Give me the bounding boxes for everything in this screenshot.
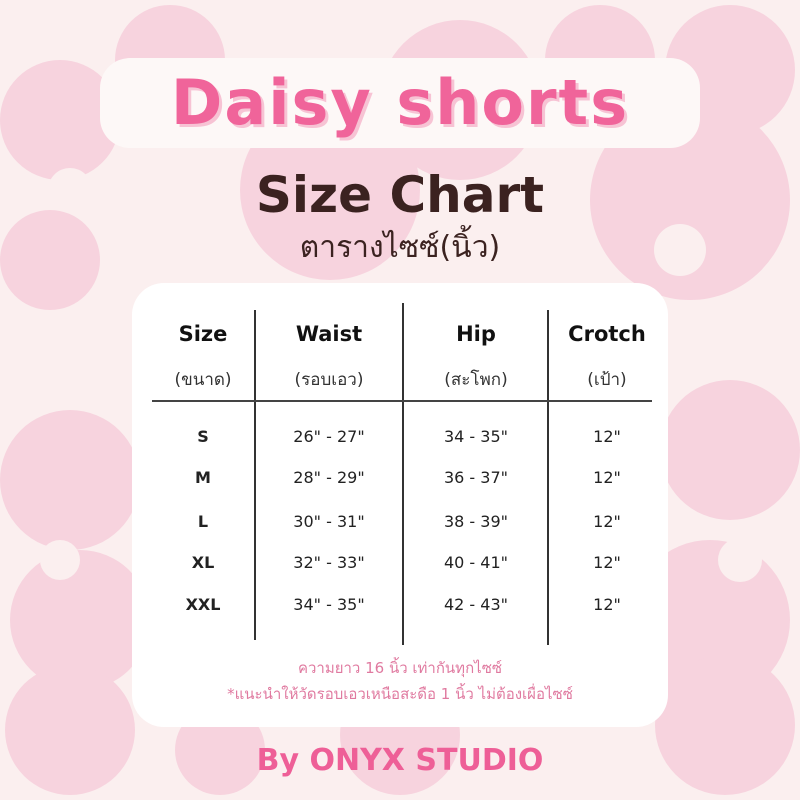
table-cell: 32" - 33" [293, 553, 365, 572]
table-cell: 42 - 43" [443, 595, 509, 614]
column-header: Size [178, 322, 228, 346]
divider [402, 303, 404, 645]
size-label: S [197, 427, 209, 446]
table-cell: 40 - 41" [443, 553, 509, 572]
brand-footer: By ONYX STUDIO [256, 743, 544, 778]
table-cell: 12" [593, 427, 621, 446]
length-note: ความยาว 16 นิ้ว เท่ากันทุกไซซ์ [297, 659, 503, 677]
table-cell: 34" - 35" [293, 595, 365, 614]
size-chart-heading: Size Chart [255, 166, 545, 224]
column-header: Crotch [568, 322, 646, 346]
size-label: XL [191, 553, 215, 572]
column-header-thai: (ขนาด) [174, 370, 232, 390]
measure-note: *แนะนำให้วัดรอบเอวเหนือสะดือ 1 นิ้ว ไม่ต… [227, 685, 573, 703]
table-cell: 28" - 29" [293, 468, 365, 487]
divider [254, 310, 256, 640]
table-cell: 12" [593, 595, 621, 614]
table-cell: 30" - 31" [293, 512, 365, 531]
product-title: Daisy shorts [170, 66, 630, 139]
table-cell: 36 - 37" [443, 468, 509, 487]
table-cell: 12" [593, 468, 621, 487]
size-label: XXL [185, 595, 221, 614]
size-table-card [132, 283, 668, 727]
table-cell: 34 - 35" [443, 427, 509, 446]
size-chart-heading-thai: ตารางไซซ์(นิ้ว) [299, 230, 501, 265]
table-cell: 26" - 27" [293, 427, 365, 446]
column-header-thai: (สะโพก) [444, 370, 508, 390]
column-header: Waist [295, 322, 363, 346]
table-cell: 38 - 39" [443, 512, 509, 531]
column-header: Hip [456, 322, 496, 346]
table-cell: 12" [593, 553, 621, 572]
column-header-thai: (เป้า) [587, 370, 627, 390]
size-label: L [197, 512, 209, 531]
size-label: M [195, 468, 211, 487]
divider [547, 310, 549, 645]
table-cell: 12" [593, 512, 621, 531]
title-banner [100, 58, 700, 148]
column-header-thai: (รอบเอว) [294, 370, 364, 390]
header-divider [152, 400, 652, 402]
